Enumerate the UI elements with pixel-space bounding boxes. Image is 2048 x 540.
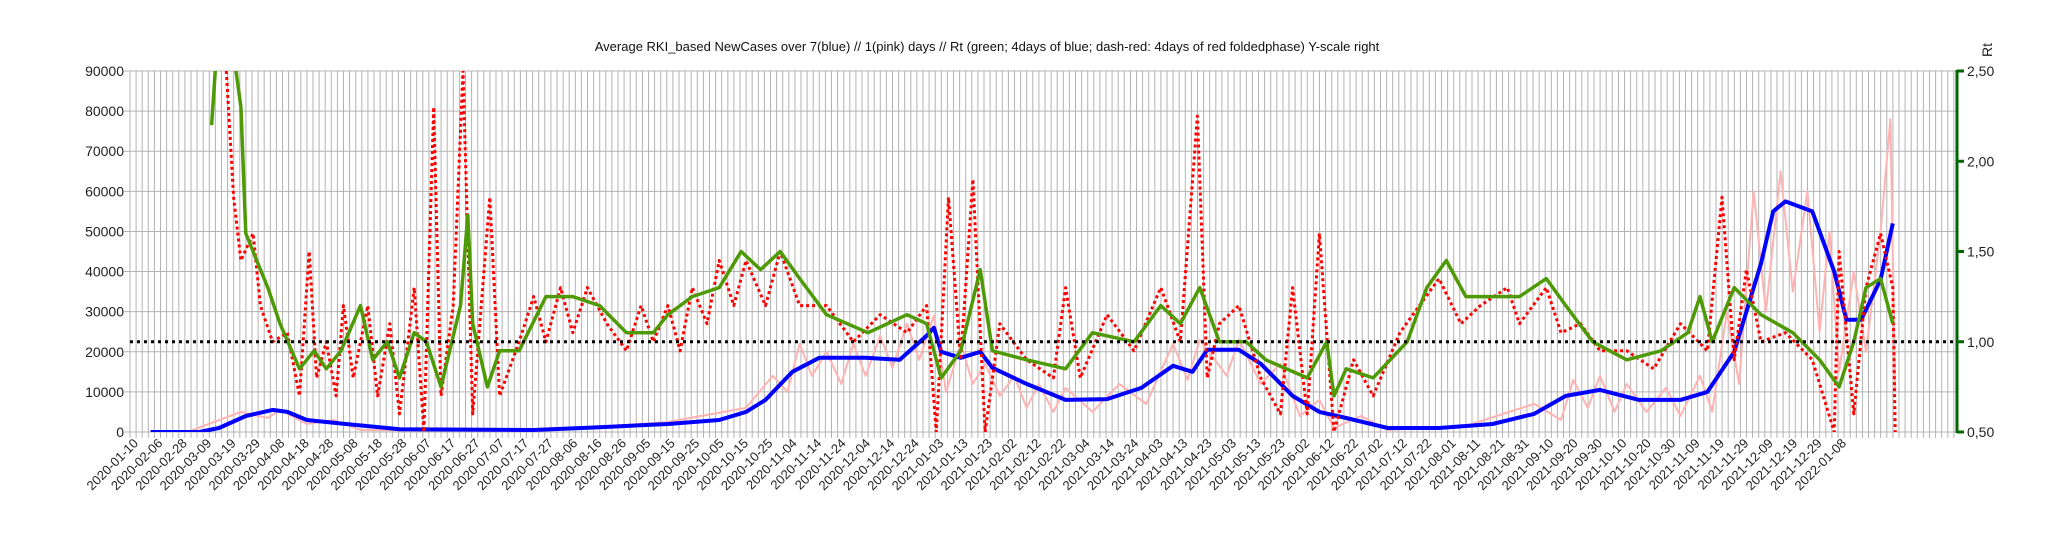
series-layer bbox=[150, 71, 1897, 432]
series-line-1 bbox=[150, 199, 1895, 432]
y-right-tick-label: 2,00 bbox=[1967, 153, 1994, 169]
y-left-tick-label: 20000 bbox=[85, 344, 124, 360]
y-left-tick-label: 70000 bbox=[85, 143, 124, 159]
y-left-tick-label: 40000 bbox=[85, 264, 124, 280]
series-line-3 bbox=[209, 71, 1895, 398]
grid bbox=[124, 70, 1957, 438]
y-axis-left: 0 10000 20000 30000 40000 50000 60000 70000 8000… bbox=[85, 63, 124, 440]
y-left-tick-label: 60000 bbox=[85, 183, 124, 199]
y-left-tick-label: 30000 bbox=[85, 304, 124, 320]
y-axis-right: 0,50 1,00 1,50 2,00 2,50 bbox=[1955, 63, 1994, 440]
series-line-2 bbox=[224, 71, 1897, 432]
y-right-tick-label: 1,00 bbox=[1967, 334, 1994, 350]
y-right-tick-label: 2,50 bbox=[1967, 63, 1994, 79]
x-axis: 2020-01-102020-02-062020-02-282020-03-09… bbox=[83, 436, 1849, 494]
y-left-tick-label: 50000 bbox=[85, 223, 124, 239]
y-left-tick-label: 90000 bbox=[85, 63, 124, 79]
y-left-tick-label: 80000 bbox=[85, 103, 124, 119]
y-left-tick-label: 10000 bbox=[85, 384, 124, 400]
y-right-tick-label: 0,50 bbox=[1967, 424, 1994, 440]
series-line-0 bbox=[186, 118, 1897, 432]
y-axis-right-label: Rt bbox=[1979, 43, 1995, 57]
chart-title: Average RKI_based NewCases over 7(blue) … bbox=[595, 39, 1380, 54]
y-right-tick-label: 1,50 bbox=[1967, 244, 1994, 260]
y-left-tick-label: 0 bbox=[116, 424, 124, 440]
